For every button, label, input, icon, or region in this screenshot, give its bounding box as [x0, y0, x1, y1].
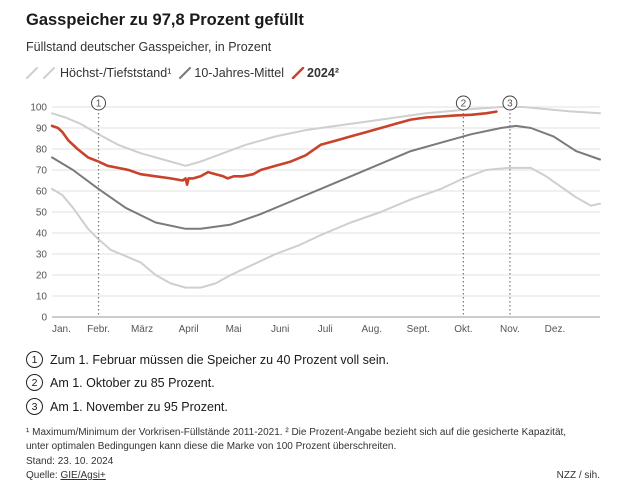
marker-label-3: 3 — [507, 99, 513, 110]
series-line-min — [51, 166, 601, 289]
marker-label-2: 2 — [461, 99, 467, 110]
y-tick-label: 20 — [36, 271, 48, 282]
credit: NZZ / sih. — [556, 470, 600, 481]
series-line-mean — [51, 124, 601, 230]
legend-item-current: 2024² — [291, 66, 339, 80]
x-tick-label: Sept. — [407, 324, 430, 335]
marker-circle-2 — [455, 95, 471, 111]
y-tick-label: 60 — [36, 187, 48, 198]
chart-title: Gasspeicher zu 97,8 Prozent gefüllt — [26, 11, 304, 29]
x-tick-label: April — [179, 324, 199, 335]
x-tick-label: Nov. — [500, 324, 520, 335]
y-tick-label: 90 — [36, 124, 48, 135]
y-tick-label: 10 — [36, 292, 48, 303]
legend-label-current: 2024² — [307, 66, 339, 80]
y-tick-label: 50 — [36, 208, 48, 219]
source: Quelle: GIE/Agsi+ — [26, 470, 106, 481]
legend-swatch-mean — [179, 67, 192, 79]
x-tick-label: Okt. — [454, 324, 472, 335]
data-date: Stand: 23. 10. 2024 — [26, 456, 114, 467]
legend-label-minmax: Höchst-/Tiefststand¹ — [60, 66, 172, 80]
x-tick-label: Juni — [271, 324, 289, 335]
note-marker-1: 1 — [26, 351, 43, 368]
x-tick-label: Aug. — [362, 324, 383, 335]
x-tick-label: Mai — [226, 324, 242, 335]
y-tick-label: 70 — [36, 166, 48, 177]
marker-circle-1 — [91, 95, 107, 111]
x-tick-label: Juli — [318, 324, 333, 335]
note-3: 3 Am 1. November zu 95 Prozent. — [26, 398, 228, 415]
y-tick-label: 40 — [36, 229, 48, 240]
series-line-current — [50, 110, 498, 186]
legend-item-minmax: Höchst-/Tiefststand¹ — [26, 66, 171, 80]
y-tick-label: 0 — [41, 313, 47, 324]
series-line-max — [51, 106, 601, 167]
y-tick-label: 100 — [30, 103, 47, 114]
source-label: Quelle: — [26, 470, 58, 481]
source-link[interactable]: GIE/Agsi+ — [60, 470, 106, 481]
x-tick-label: März — [131, 324, 153, 335]
y-tick-label: 30 — [36, 250, 48, 261]
x-tick-label: Dez. — [545, 324, 566, 335]
legend-swatch-current — [291, 67, 305, 79]
note-1: 1 Zum 1. Februar müssen die Speicher zu … — [26, 351, 389, 368]
y-tick-label: 80 — [36, 145, 48, 156]
note-marker-2: 2 — [26, 374, 43, 391]
marker-label-1: 1 — [96, 99, 102, 110]
note-text-2: Am 1. Oktober zu 85 Prozent. — [50, 375, 215, 390]
note-text-3: Am 1. November zu 95 Prozent. — [50, 399, 228, 414]
legend: Höchst-/Tiefststand¹ 10-Jahres-Mittel 20… — [26, 66, 339, 80]
legend-swatch-minmax — [26, 67, 55, 79]
x-tick-label: Jan. — [52, 324, 71, 335]
x-tick-label: Febr. — [87, 324, 110, 335]
marker-circle-3 — [502, 95, 518, 111]
line-chart: 0 10 20 30 40 50 60 70 80 90 100 Jan. Febr. März April… — [30, 95, 601, 335]
note-marker-3: 3 — [26, 398, 43, 415]
chart-subtitle: Füllstand deutscher Gasspeicher, in Proz… — [26, 40, 272, 54]
footnote: ¹ Maximum/Minimum der Vorkrisen-Füllstän… — [26, 427, 567, 452]
note-2: 2 Am 1. Oktober zu 85 Prozent. — [26, 374, 215, 391]
note-text-1: Zum 1. Februar müssen die Speicher zu 40… — [50, 352, 390, 367]
legend-label-mean: 10-Jahres-Mittel — [194, 66, 285, 80]
legend-item-mean: 10-Jahres-Mittel — [178, 66, 284, 80]
